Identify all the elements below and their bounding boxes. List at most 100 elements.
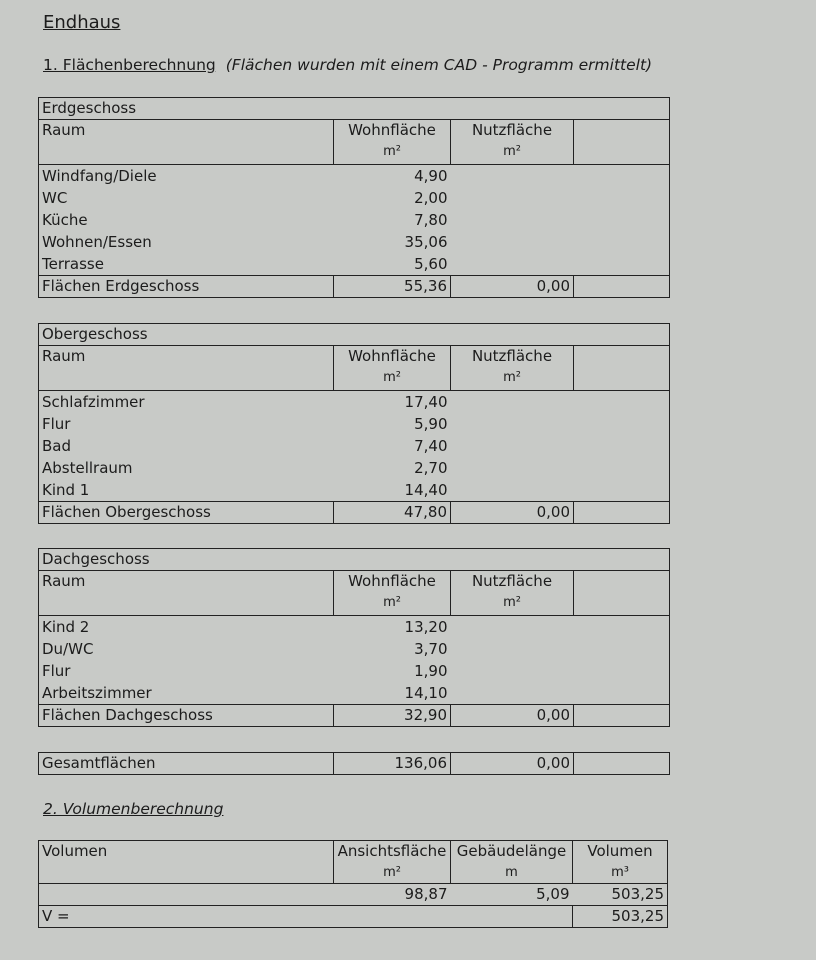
raum-header: Raum (38, 119, 334, 165)
empty-cell (451, 187, 574, 209)
empty-cell (573, 570, 670, 616)
empty-cell (574, 435, 670, 457)
room-wohnflaeche: 2,00 (414, 188, 448, 207)
room-name: Terrasse (42, 254, 104, 273)
room-row: WC 2,00 (39, 187, 670, 209)
empty-cell (451, 660, 574, 682)
room-row: Flur 1,90 (39, 660, 670, 682)
floor-header-row: Raum Wohnfläche m² Nutzfläche m² (38, 570, 670, 616)
empty-cell (574, 616, 670, 639)
nutz-header-label: Nutzfläche (471, 572, 553, 590)
room-name: Du/WC (42, 639, 94, 658)
room-wohnflaeche: 17,40 (404, 392, 448, 411)
wohn-header: Wohnfläche m² (333, 570, 451, 616)
room-name: Arbeitszimmer (42, 683, 152, 702)
floor-total-nutz: 0,00 (450, 704, 574, 727)
nutz-header-label: Nutzfläche (471, 347, 553, 365)
volume-row: 98,87 5,09 503,25 (38, 883, 668, 906)
wohn-header-label: Wohnfläche (348, 347, 436, 365)
room-name: Wohnen/Essen (42, 232, 152, 251)
wohn-header-label: Wohnfläche (348, 121, 436, 139)
floor-title: Erdgeschoss (38, 97, 670, 120)
room-row: Kind 1 14,40 (39, 479, 670, 502)
floor-total-label: Flächen Dachgeschoss (38, 704, 334, 727)
room-name: Flur (42, 414, 71, 433)
grand-total-row: Gesamtflächen 136,06 0,00 (38, 752, 670, 775)
grand-total-table: Gesamtflächen 136,06 0,00 (38, 752, 670, 775)
floor-total-nutz: 0,00 (450, 275, 574, 298)
empty-cell (573, 119, 670, 165)
room-wohnflaeche: 7,40 (414, 436, 448, 455)
wohn-header: Wohnfläche m² (333, 119, 451, 165)
room-name: WC (42, 188, 68, 207)
empty-cell (451, 391, 574, 414)
nutz-header: Nutzfläche m² (450, 570, 574, 616)
floor-title-row: Obergeschoss (38, 323, 670, 346)
floor-total-label: Flächen Erdgeschoss (38, 275, 334, 298)
floor-header-row: Raum Wohnfläche m² Nutzfläche m² (38, 345, 670, 391)
floor-total-wohn: 55,36 (333, 275, 451, 298)
room-wohnflaeche: 14,40 (404, 480, 448, 499)
section-1-note: (Flächen wurden mit einem CAD - Programm… (225, 56, 653, 74)
room-wohnflaeche: 5,90 (414, 414, 448, 433)
room-wohnflaeche: 5,60 (414, 254, 448, 273)
wohn-unit: m² (383, 595, 401, 610)
empty-cell (574, 187, 670, 209)
ansicht-header: Ansichtsfläche m² (333, 840, 451, 884)
section-1-heading: 1. Flächenberechnung (Flächen wurden mit … (43, 56, 652, 74)
room-wohnflaeche: 2,70 (414, 458, 448, 477)
empty-cell (451, 479, 574, 502)
nutz-unit: m² (503, 595, 521, 610)
empty-cell (573, 752, 670, 775)
vol-header: Volumen m³ (572, 840, 668, 884)
wohn-unit: m² (383, 144, 401, 159)
empty-cell (574, 682, 670, 705)
floor-total-row: Flächen Erdgeschoss 55,36 0,00 (38, 275, 670, 298)
empty-cell (451, 231, 574, 253)
nutz-header-label: Nutzfläche (471, 121, 553, 139)
room-name: Kind 1 (42, 480, 90, 499)
floor-total-row: Flächen Dachgeschoss 32,90 0,00 (38, 704, 670, 727)
room-wohnflaeche: 3,70 (414, 639, 448, 658)
empty-cell (573, 704, 670, 727)
floor-total-wohn: 47,80 (333, 501, 451, 524)
empty-cell (574, 391, 670, 414)
room-name: Küche (42, 210, 88, 229)
floor-table-erdgeschoss: Erdgeschoss Raum Wohnfläche m² Nutzfläche… (38, 97, 670, 298)
page-title: Endhaus (43, 12, 121, 33)
room-name: Windfang/Diele (42, 166, 157, 185)
laenge-value: 5,09 (450, 883, 573, 906)
floor-total-row: Flächen Obergeschoss 47,80 0,00 (38, 501, 670, 524)
laenge-header: Gebäudelänge m (450, 840, 573, 884)
ansicht-unit: m² (383, 865, 401, 880)
volume-table: Volumen Ansichtsfläche m² Gebäudelänge m V… (38, 840, 668, 928)
room-row: Bad 7,40 (39, 435, 670, 457)
nutz-header: Nutzfläche m² (450, 119, 574, 165)
room-row: Schlafzimmer 17,40 (39, 391, 670, 414)
empty-cell (574, 457, 670, 479)
room-row: Küche 7,80 (39, 209, 670, 231)
empty-cell (451, 165, 574, 188)
wohn-header-label: Wohnfläche (348, 572, 436, 590)
wohn-unit: m² (383, 370, 401, 385)
floor-total-label: Flächen Obergeschoss (38, 501, 334, 524)
empty-cell (574, 165, 670, 188)
room-row: Du/WC 3,70 (39, 638, 670, 660)
empty-cell (574, 479, 670, 502)
empty-cell (574, 253, 670, 276)
empty-cell (574, 231, 670, 253)
ansicht-value: 98,87 (333, 883, 451, 906)
grand-total-nutz: 0,00 (450, 752, 574, 775)
volume-total-label: V = (38, 905, 573, 928)
floor-title-row: Erdgeschoss (38, 97, 670, 120)
floor-header-row: Raum Wohnfläche m² Nutzfläche m² (38, 119, 670, 165)
floor-table-dachgeschoss: Dachgeschoss Raum Wohnfläche m² Nutzfläch… (38, 548, 670, 727)
room-row: Flur 5,90 (39, 413, 670, 435)
floor-title: Obergeschoss (38, 323, 670, 346)
empty-cell (451, 638, 574, 660)
room-name: Bad (42, 436, 72, 455)
empty-cell (574, 660, 670, 682)
vol-unit: m³ (611, 865, 629, 880)
room-row: Windfang/Diele 4,90 (39, 165, 670, 188)
empty-cell (574, 209, 670, 231)
